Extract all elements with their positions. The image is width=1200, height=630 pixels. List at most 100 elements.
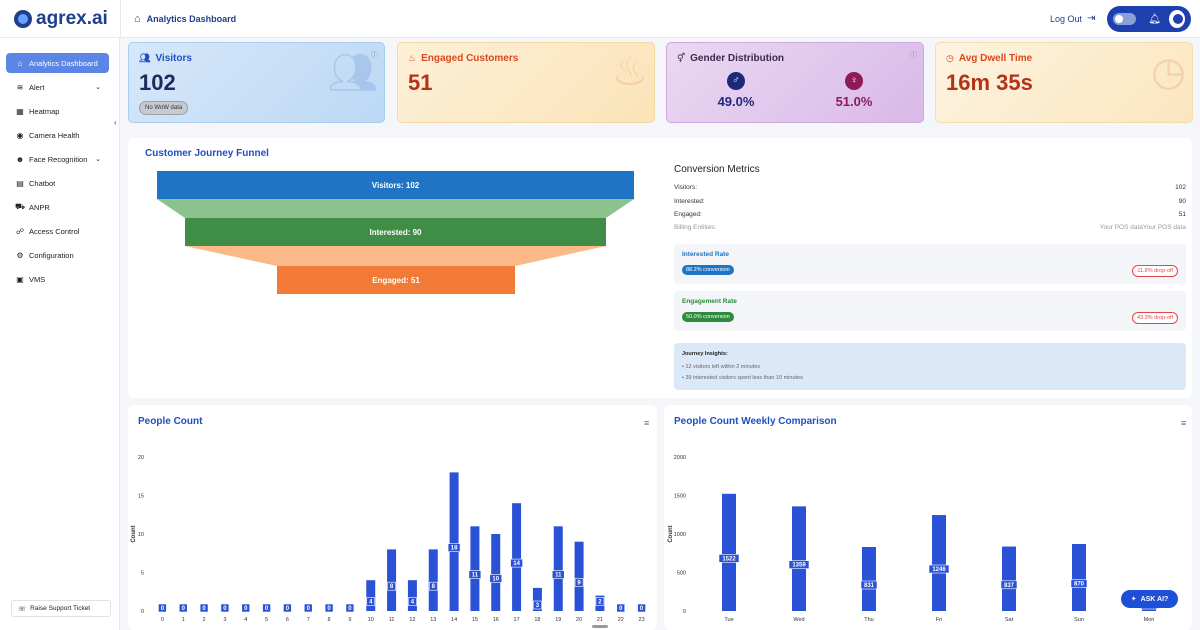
x-tick-label: 23 bbox=[639, 617, 645, 623]
engaged-customers-card: ♨ ♨ Engaged Customers 51 bbox=[397, 42, 655, 123]
x-tick-label: 6 bbox=[286, 617, 289, 623]
bar-11[interactable] bbox=[387, 549, 397, 611]
x-tick-label: 13 bbox=[430, 617, 436, 623]
sidebar-item-label: Face Recognition bbox=[29, 154, 88, 164]
x-tick-label: 8 bbox=[328, 617, 331, 623]
logout-button[interactable]: Log Out ⇥ bbox=[1050, 13, 1095, 24]
interested-rate-title: Interested Rate bbox=[682, 251, 729, 258]
clock-deco-icon: ◷ bbox=[1151, 50, 1186, 94]
bar-15[interactable] bbox=[470, 526, 480, 611]
x-tick-label: 17 bbox=[514, 617, 520, 623]
bar-14[interactable] bbox=[449, 472, 459, 611]
bar-18[interactable] bbox=[532, 587, 542, 611]
bar-20[interactable] bbox=[574, 541, 584, 611]
data-label-bg bbox=[345, 603, 355, 613]
interested-rate-box: Interested Rate 88.2% conversion 11.8% d… bbox=[674, 244, 1186, 284]
bar-Thu[interactable] bbox=[862, 547, 876, 611]
data-label: 1246 bbox=[932, 567, 946, 573]
sidebar-item-label: Access Control bbox=[29, 226, 80, 236]
chevron-down-icon[interactable]: ⌄ bbox=[95, 156, 101, 163]
x-tick-label: 4 bbox=[244, 617, 247, 623]
data-label-bg bbox=[283, 603, 292, 613]
face-icon: ☻ bbox=[15, 154, 25, 164]
bar-Tue[interactable] bbox=[722, 493, 736, 611]
bar-Sun[interactable] bbox=[1072, 544, 1086, 611]
x-tick-label: 0 bbox=[161, 617, 164, 623]
data-label-bg bbox=[1070, 579, 1088, 588]
gender-title-text: Gender Distribution bbox=[690, 53, 785, 64]
sidebar-item-label: Heatmap bbox=[29, 106, 60, 116]
weekly-comparison-card bbox=[664, 405, 1192, 630]
data-label-bg bbox=[241, 603, 251, 613]
bar-12[interactable] bbox=[407, 580, 417, 611]
sidebar-item-configuration[interactable]: ⚙ Configuration bbox=[6, 245, 109, 265]
home-icon: ⌂ bbox=[134, 12, 141, 25]
data-label: 0 bbox=[619, 606, 623, 612]
bar-10[interactable] bbox=[366, 580, 376, 611]
x-tick-label: 20 bbox=[576, 617, 582, 623]
fire-deco-icon: ♨ bbox=[612, 50, 648, 94]
users-icon: 👥︎ bbox=[139, 53, 151, 63]
ask-ai-button[interactable]: ✦ ASK AI? bbox=[1121, 590, 1178, 608]
sidebar-item-vms[interactable]: ▣ VMS bbox=[6, 269, 109, 289]
dwell-title: ◷ Avg Dwell Time bbox=[946, 53, 1182, 64]
bar-19[interactable] bbox=[553, 526, 563, 611]
chevron-down-icon[interactable]: ⌄ bbox=[95, 84, 101, 91]
conv-row-engaged: Engaged: 51 bbox=[674, 211, 1186, 218]
scrollbar-thumb[interactable] bbox=[592, 625, 608, 628]
sidebar-item-chatbot[interactable]: ▤ Chatbot bbox=[6, 173, 109, 193]
sidebar-item-heatmap[interactable]: ▦ Heatmap bbox=[6, 101, 109, 121]
bar-Wed[interactable] bbox=[792, 506, 806, 611]
sidebar-item-label: VMS bbox=[29, 274, 46, 284]
conv-row-visitors: Visitors: 102 bbox=[674, 184, 1186, 191]
sidebar-item-anpr[interactable]: ⛟ ANPR bbox=[6, 197, 109, 217]
data-label: 0 bbox=[640, 606, 644, 612]
bar-17[interactable] bbox=[512, 503, 522, 611]
hamburger-menu-icon[interactable]: ≡ bbox=[1181, 418, 1187, 428]
y-tick-label: 5 bbox=[141, 571, 144, 577]
sidebar-item-alert[interactable]: ≋ Alert ⌄ bbox=[6, 77, 109, 97]
headset-icon: ☏ bbox=[18, 605, 27, 613]
data-label: 1359 bbox=[792, 563, 806, 569]
x-tick-label: Mon bbox=[1144, 617, 1155, 623]
people-count-title: People Count bbox=[138, 416, 203, 427]
x-tick-label: 16 bbox=[493, 617, 499, 623]
raise-support-ticket-button[interactable]: ☏ Raise Support Ticket bbox=[11, 600, 111, 617]
data-label: 4 bbox=[411, 600, 415, 606]
ask-ai-label: ASK AI? bbox=[1140, 595, 1169, 603]
logo[interactable]: agrex.ai bbox=[0, 8, 120, 30]
engagement-rate-title: Engagement Rate bbox=[682, 298, 737, 305]
female-column: ♀ 51.0% bbox=[836, 72, 872, 109]
info-icon[interactable]: ⓘ bbox=[371, 52, 378, 59]
data-label-bg bbox=[574, 578, 584, 587]
gender-icon: ⚥ bbox=[677, 53, 686, 63]
funnel-label-interested: Interested: 90 bbox=[369, 228, 422, 237]
y-tick-label: 500 bbox=[677, 571, 686, 577]
sidebar-item-camera-health[interactable]: ◉ Camera Health bbox=[6, 125, 109, 145]
info-icon[interactable]: ⓘ bbox=[910, 52, 917, 59]
bar-Sat[interactable] bbox=[1002, 546, 1016, 611]
hamburger-menu-icon[interactable]: ≡ bbox=[644, 418, 650, 428]
data-label-bg bbox=[158, 603, 167, 613]
bar-16[interactable] bbox=[491, 534, 501, 611]
collapse-sidebar-icon[interactable]: ‹ bbox=[114, 118, 117, 127]
sidebar-item-access-control[interactable]: ☍ Access Control bbox=[6, 221, 109, 241]
data-label: 8 bbox=[432, 584, 436, 590]
sidebar-item-face-recognition[interactable]: ☻ Face Recognition ⌄ bbox=[6, 149, 109, 169]
avatar[interactable] bbox=[1168, 10, 1185, 28]
y-axis-label: Count bbox=[668, 525, 674, 542]
bell-icon[interactable]: 🔔︎ bbox=[1148, 13, 1161, 25]
conv-value: 51 bbox=[1178, 211, 1186, 218]
gear-icon: ⚙ bbox=[16, 250, 24, 260]
sidebar-item-label: ANPR bbox=[29, 202, 50, 212]
engaged-title: ♨ Engaged Customers bbox=[408, 53, 644, 64]
theme-toggle[interactable] bbox=[1113, 13, 1137, 25]
sidebar-item-analytics-dashboard[interactable]: ⌂ Analytics Dashboard bbox=[6, 53, 109, 73]
bar-13[interactable] bbox=[428, 549, 438, 611]
insights-title: Journey Insights: bbox=[682, 351, 728, 357]
data-label-bg bbox=[510, 558, 523, 568]
bar-Fri[interactable] bbox=[932, 515, 946, 611]
data-label: 837 bbox=[1004, 583, 1015, 589]
interested-conversion-badge: 88.2% conversion bbox=[682, 265, 734, 275]
data-label: 0 bbox=[223, 606, 227, 612]
